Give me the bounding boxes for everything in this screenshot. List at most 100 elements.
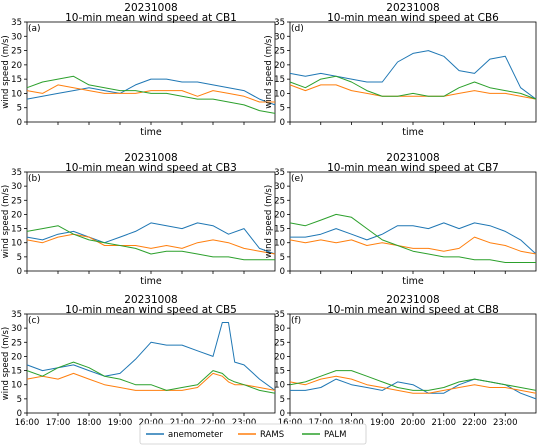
y-tick-label: 15 [11, 367, 22, 377]
x-tick-label: 21:00 [432, 418, 457, 428]
panel-date: 20231008 [124, 2, 177, 14]
panel-date: 20231008 [386, 2, 439, 14]
y-tick-label: 25 [11, 196, 22, 206]
series-line-anemometer [26, 78, 276, 106]
x-tick-label: 19:00 [370, 418, 395, 428]
x-tick-label: 23:00 [232, 418, 257, 428]
series-line-palm [26, 361, 276, 394]
series-line-rams [26, 84, 275, 103]
x-axis-label: time [402, 276, 424, 287]
x-axis-label: time [402, 127, 424, 138]
series-line-anemometer [26, 322, 276, 391]
panel-date: 20231008 [124, 152, 177, 164]
y-tick-label: 0 [280, 409, 285, 419]
panel-date: 20231008 [386, 152, 439, 164]
series-line-palm [26, 75, 276, 114]
y-axis-label: wind speed (m/s) [1, 327, 11, 400]
y-tick-label: 20 [274, 210, 285, 220]
series-line-anemometer [290, 222, 537, 255]
y-tick-label: 0 [17, 409, 22, 419]
x-tick-label: 20:00 [139, 418, 164, 428]
y-tick-label: 10 [11, 89, 22, 99]
series-line-anemometer [26, 222, 276, 255]
series-line-palm [26, 225, 275, 261]
series-line-anemometer [289, 50, 537, 100]
legend-entry: anemometer [168, 430, 223, 440]
panel-letter: (f) [291, 316, 301, 326]
x-tick-label: 18:00 [339, 418, 364, 428]
x-tick-label: 22:00 [201, 418, 226, 428]
y-tick-label: 35 [274, 18, 285, 28]
series-line-rams [289, 84, 537, 100]
x-tick-label: 18:00 [77, 418, 102, 428]
y-tick-label: 15 [274, 225, 285, 235]
y-tick-label: 30 [274, 182, 285, 192]
y-tick-label: 10 [11, 239, 22, 249]
y-tick-label: 15 [11, 225, 22, 235]
y-tick-label: 0 [280, 118, 285, 128]
y-tick-label: 20 [11, 210, 22, 220]
y-tick-label: 20 [11, 352, 22, 362]
panel-title: 10-min mean wind speed at CB3 [65, 162, 237, 174]
series-line-rams [26, 233, 276, 255]
x-tick-label: 16:00 [15, 418, 40, 428]
legend: anemometer RAMS PALM [139, 423, 367, 445]
panel-letter: (d) [291, 24, 304, 34]
series-line-palm [289, 370, 537, 391]
y-tick-label: 35 [274, 310, 285, 320]
panel-date: 20231008 [386, 294, 439, 306]
y-tick-label: 0 [17, 267, 22, 277]
y-tick-label: 5 [280, 253, 285, 263]
y-tick-label: 30 [11, 32, 22, 42]
y-tick-label: 0 [280, 267, 285, 277]
y-tick-label: 10 [274, 89, 285, 99]
series-line-palm [289, 213, 536, 263]
panel-title: 10-min mean wind speed at CB1 [65, 12, 237, 24]
y-tick-label: 35 [11, 310, 22, 320]
y-tick-label: 25 [274, 196, 285, 206]
y-tick-label: 20 [274, 352, 285, 362]
y-tick-label: 35 [274, 168, 285, 178]
x-tick-label: 17:00 [46, 418, 71, 428]
y-tick-label: 10 [274, 381, 285, 391]
legend-entry: RAMS [260, 430, 284, 440]
x-tick-label: 20:00 [401, 418, 426, 428]
panel-letter: (a) [28, 24, 41, 34]
panel-title: 10-min mean wind speed at CB7 [327, 162, 499, 174]
y-axis-label: wind speed (m/s) [1, 185, 11, 258]
y-tick-label: 5 [280, 395, 285, 405]
panel-title: 10-min mean wind speed at CB8 [327, 304, 499, 316]
series-line-rams [289, 236, 537, 255]
x-axis-label: time [140, 276, 162, 287]
y-tick-label: 5 [17, 104, 22, 114]
y-tick-label: 5 [280, 104, 285, 114]
y-tick-label: 5 [17, 395, 22, 405]
y-tick-label: 25 [11, 47, 22, 57]
x-tick-label: 22:00 [462, 418, 487, 428]
x-tick-label: 19:00 [108, 418, 133, 428]
y-tick-label: 10 [11, 381, 22, 391]
x-tick-label: 17:00 [309, 418, 334, 428]
y-tick-label: 10 [274, 239, 285, 249]
x-tick-label: 16:00 [278, 418, 303, 428]
y-axis-label: wind speed (m/s) [1, 35, 11, 108]
y-tick-label: 5 [17, 253, 22, 263]
series-line-palm [289, 75, 537, 100]
y-tick-label: 15 [11, 75, 22, 85]
y-tick-label: 15 [274, 75, 285, 85]
panel-title: 10-min mean wind speed at CB6 [327, 12, 499, 24]
y-tick-label: 30 [11, 182, 22, 192]
x-axis-label: time [140, 127, 162, 138]
x-tick-label: 21:00 [170, 418, 195, 428]
panel-letter: (e) [291, 174, 304, 184]
y-tick-label: 15 [274, 367, 285, 377]
panel-title: 10-min mean wind speed at CB5 [65, 304, 237, 316]
y-tick-label: 25 [274, 338, 285, 348]
y-axis-label: wind speed (m/s) [264, 185, 274, 258]
y-tick-label: 0 [17, 118, 22, 128]
y-tick-label: 30 [274, 324, 285, 334]
